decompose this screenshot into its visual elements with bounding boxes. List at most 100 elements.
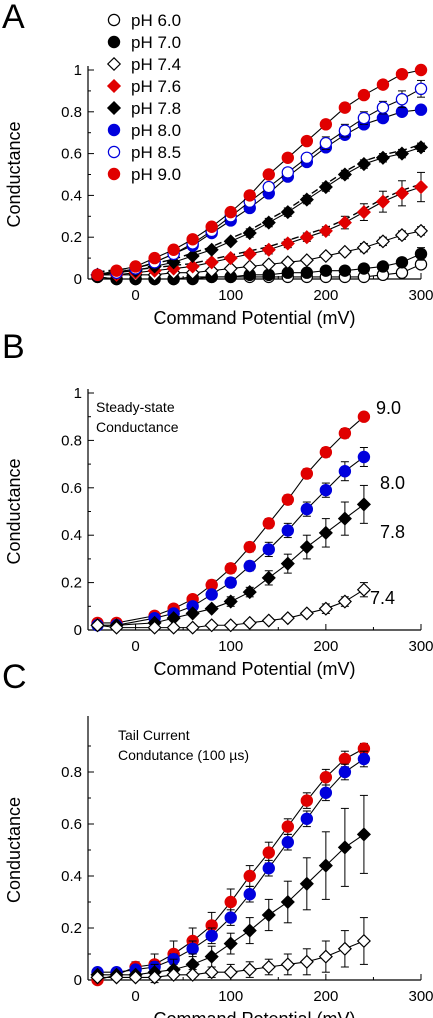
series-label: 9.0 [376,398,401,418]
data-point [376,78,390,91]
data-point [337,840,352,855]
y-axis-title: Conductance [4,458,24,564]
data-point [129,260,142,273]
data-point [224,562,237,575]
x-tick-label: 300 [408,287,433,304]
x-tick-label: 100 [218,988,243,1005]
data-point [110,264,123,277]
data-point [261,570,276,585]
data-point [242,962,257,977]
y-tick-label: 0.6 [61,816,82,833]
data-point [204,601,219,616]
y-tick-label: 0.4 [61,187,82,204]
y-tick-label: 1 [74,385,82,402]
data-point [299,230,314,245]
data-point [148,251,161,265]
data-point [204,255,219,270]
data-point [395,67,409,81]
data-point [319,446,333,459]
legend-label: pH 8.5 [131,143,181,162]
data-point [166,967,181,982]
data-point [319,264,333,277]
data-point [262,543,275,556]
data-point [337,511,352,526]
data-point [223,234,238,249]
data-point [338,752,352,766]
data-point [205,929,218,943]
data-point [261,613,276,628]
dashed-fit-line [97,143,422,273]
data-point [357,410,371,423]
y-tick-label: 0.2 [61,920,82,937]
annotation-text: Condutance (100 µs) [118,747,249,763]
legend-marker [106,100,122,116]
data-point [261,959,276,975]
data-point [242,923,257,938]
data-point [356,240,371,255]
data-point [166,620,181,635]
data-point [299,253,314,268]
x-tick-label: 300 [408,988,433,1005]
x-axis-title: Command Potential (mV) [153,308,355,328]
data-point [90,970,105,985]
data-point [224,205,237,219]
data-point [281,166,294,179]
data-point [281,493,294,506]
data-point [357,88,371,102]
data-point [224,895,237,909]
data-point [243,559,256,573]
data-point [299,606,314,621]
data-point [318,949,333,964]
data-point [319,483,333,497]
y-axis-title: Conductance [4,797,24,903]
data-point [204,618,219,633]
y-tick-label: 0.4 [61,868,82,885]
data-point [375,194,390,209]
data-point [338,427,352,440]
data-point [280,236,295,251]
legend-label: pH 7.0 [131,33,181,52]
data-point [243,189,256,202]
data-point [109,970,124,985]
data-point [413,140,429,155]
data-point [204,949,219,964]
legend-marker [107,145,121,159]
data-point [262,168,275,181]
data-point [281,820,294,833]
data-point [281,836,294,849]
dashed-fit-line [97,183,422,273]
data-point [262,846,275,859]
data-point [204,263,219,278]
legend-marker [106,78,122,94]
data-point [394,186,410,201]
data-point [147,970,162,985]
data-point [262,862,275,875]
data-point [300,812,314,826]
data-point [223,594,238,609]
data-point [262,517,275,530]
data-point [414,103,428,116]
data-point [280,957,295,972]
data-point [223,251,238,266]
data-point [299,876,314,891]
x-tick-label: 100 [218,638,243,655]
data-point [338,124,352,137]
data-point [337,167,352,182]
data-point [261,907,276,923]
series-label: 8.0 [380,473,405,493]
data-point [357,262,371,275]
data-point [395,266,409,279]
data-point [186,942,199,956]
data-point [319,786,333,800]
data-point [205,220,218,233]
data-point [413,179,429,195]
data-point [166,255,181,270]
data-point [356,205,371,220]
data-point [394,146,410,161]
data-point [300,134,314,148]
data-point [337,215,352,230]
legend-marker [106,56,122,72]
data-point [414,247,428,261]
y-tick-label: 0.2 [61,575,82,592]
